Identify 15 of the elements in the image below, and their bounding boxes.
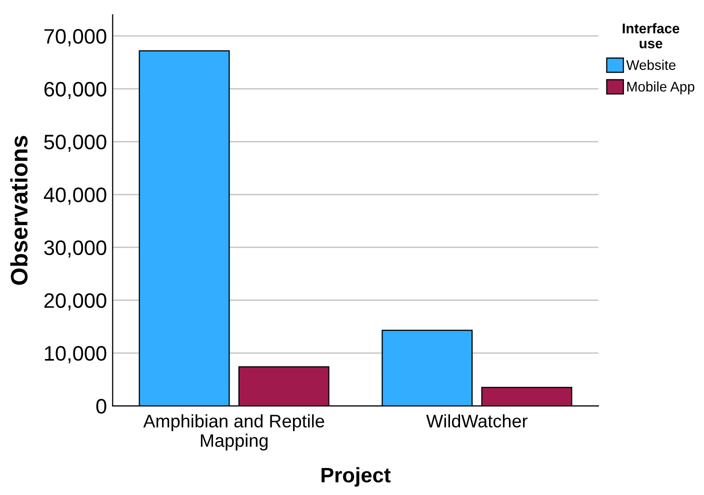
- y-tick-label: 40,000: [44, 188, 106, 205]
- y-tick-label: 60,000: [44, 82, 106, 100]
- y-tick-label: 70,000: [44, 28, 106, 46]
- y-tick-label: 30,000: [44, 240, 106, 258]
- y-tick-label: 0: [96, 398, 106, 414]
- x-tick-label: WildWatcher: [426, 414, 528, 428]
- y-tick-label: 10,000: [44, 346, 106, 364]
- x-tick-label: Amphibian and Reptile Mapping: [143, 414, 324, 451]
- y-tick-label: 50,000: [44, 134, 106, 152]
- legend-label: Website: [626, 60, 676, 70]
- legend-title: Interface use: [622, 23, 680, 48]
- legend-label: Mobile App: [627, 81, 694, 94]
- x-axis-title: Project: [322, 467, 391, 487]
- y-axis-title: Observations: [10, 136, 28, 285]
- y-tick-label: 20,000: [44, 293, 106, 310]
